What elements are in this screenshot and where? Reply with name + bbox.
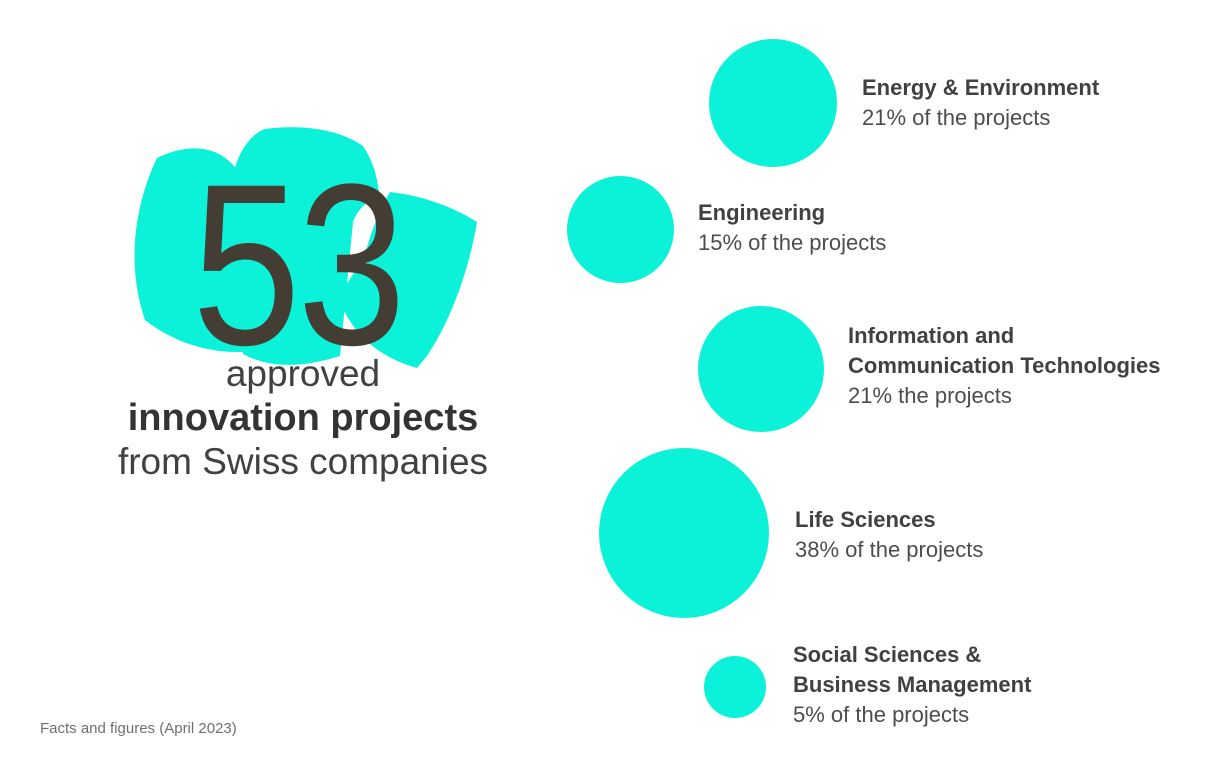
bubble-circle-life-sciences	[599, 448, 769, 618]
footer-note: Facts and figures (April 2023)	[40, 720, 237, 737]
bubble-circle-ict	[698, 306, 824, 432]
bubble-desc: 21% the projects	[848, 383, 1012, 408]
bubble-desc: 38% of the projects	[795, 537, 984, 562]
bubble-circle-energy-environment	[709, 39, 837, 167]
bubble-title: Engineering	[698, 200, 826, 225]
bubble-desc: 5% of the projects	[793, 702, 970, 727]
bubble-circle-social-sciences	[704, 656, 766, 718]
headline-from-swiss-companies: from Swiss companies	[117, 441, 489, 482]
bubble-label-energy-environment: Energy & Environment 21% of the projects	[862, 73, 1099, 133]
bubble-label-ict: Information and Communication Technologi…	[848, 321, 1161, 411]
bubble-label-social-sciences: Social Sciences & Business Management 5%…	[793, 640, 1031, 730]
brush-stroke-graphic	[134, 127, 477, 368]
bubble-desc: 21% of the projects	[862, 105, 1051, 130]
bubble-title: Energy & Environment	[862, 75, 1100, 100]
bubble-desc: 15% of the projects	[698, 230, 887, 255]
headline-approved: approved	[225, 353, 381, 394]
headline-innovation-projects: innovation projects	[127, 397, 479, 439]
bubble-title: Life Sciences	[795, 507, 936, 532]
bubble-label-engineering: Engineering 15% of the projects	[698, 198, 886, 258]
bubble-title: Social Sciences & Business Management	[793, 642, 1032, 697]
bubble-circle-engineering	[567, 176, 674, 283]
brush-swash-right	[338, 192, 477, 368]
headline-block: approved innovation projects from Swiss …	[85, 352, 521, 484]
bubble-label-life-sciences: Life Sciences 38% of the projects	[795, 505, 983, 565]
bubble-title: Information and Communication Technologi…	[848, 323, 1161, 378]
projects-count: 53	[192, 136, 406, 393]
